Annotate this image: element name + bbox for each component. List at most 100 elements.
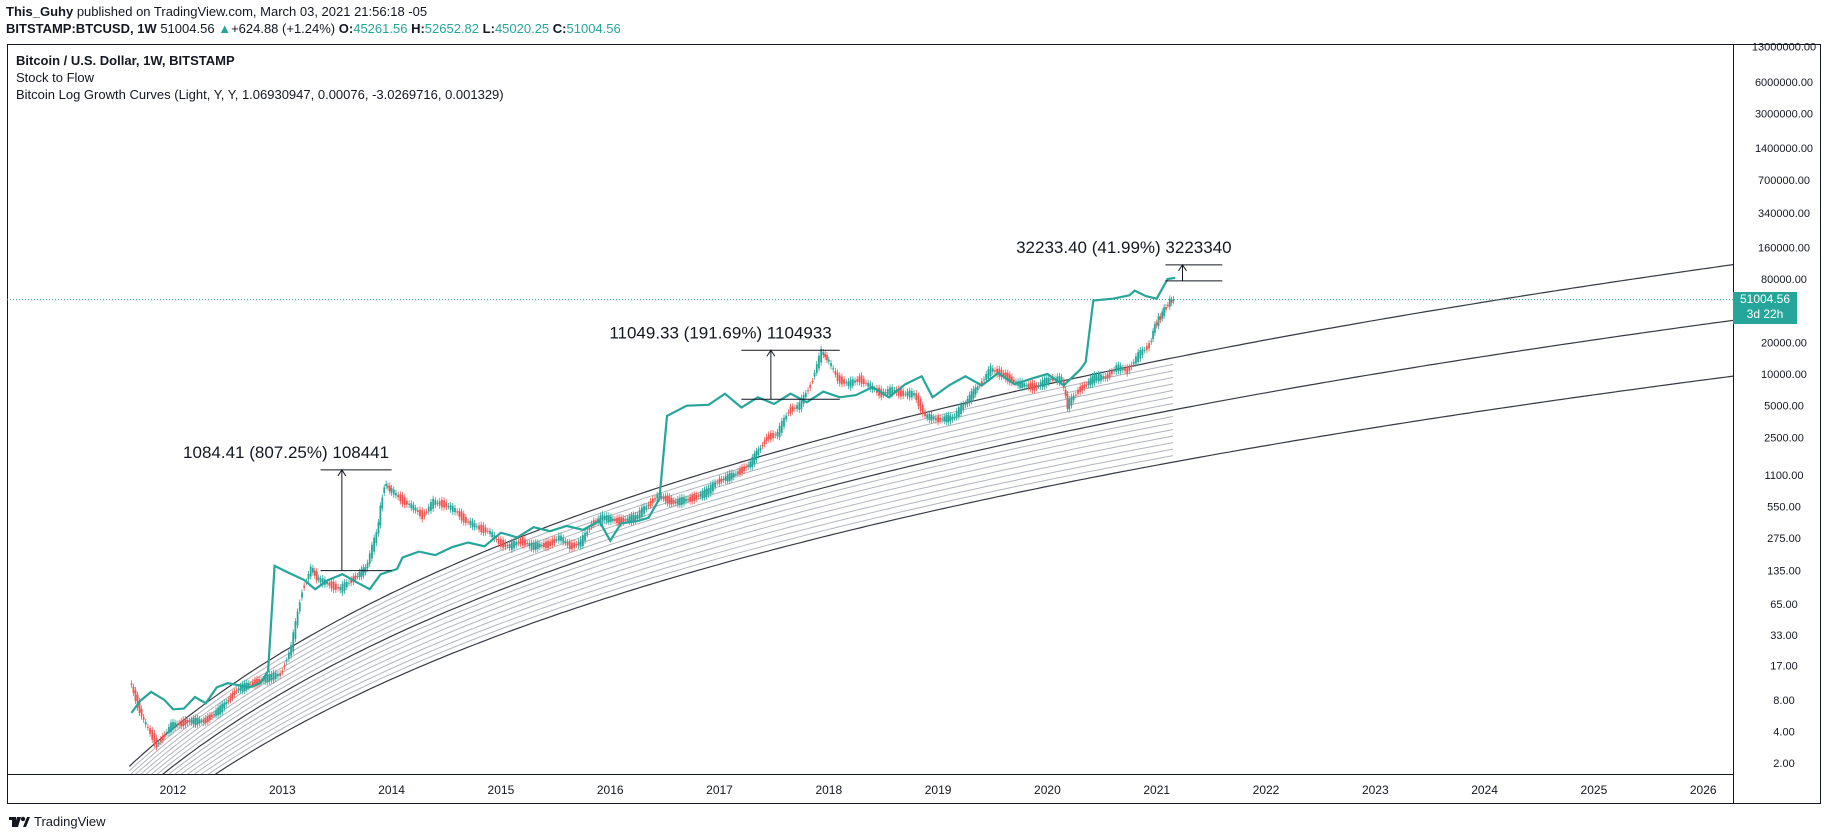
price-candle-body: [174, 722, 176, 728]
y-tick-label: 550.00: [1767, 502, 1801, 514]
price-candle-body: [536, 542, 539, 549]
price-candle-body: [219, 705, 222, 715]
price-candle-body: [1070, 396, 1073, 406]
author-name[interactable]: This_Guhy: [6, 4, 74, 19]
price-candle-body: [1143, 349, 1146, 351]
price-candle-body: [804, 392, 807, 397]
y-tick-label: 8.00: [1773, 695, 1794, 707]
price-candle-body: [547, 540, 549, 549]
price-candle-body: [1159, 316, 1162, 321]
price-candle-body: [1132, 361, 1135, 365]
price-candle-body: [649, 500, 652, 506]
price-candle-body: [319, 578, 322, 583]
price-candle-body: [408, 503, 410, 505]
price-candle-body: [751, 457, 754, 468]
price-candle-body: [312, 568, 314, 573]
price-candle-body: [258, 678, 260, 684]
price-candle-body: [560, 535, 562, 541]
legend-stock-to-flow[interactable]: Stock to Flow: [16, 70, 95, 85]
tradingview-logo-icon[interactable]: [8, 813, 30, 829]
price-candle-body: [989, 366, 992, 377]
price-candle-body: [620, 517, 623, 525]
bar-countdown-label: 3d 22h: [1746, 307, 1784, 321]
price-candle-body: [1161, 311, 1164, 319]
y-tick-label: 3000000.00: [1755, 108, 1813, 120]
y-tick-label: 700000.00: [1758, 175, 1810, 187]
price-candle-body: [406, 500, 408, 505]
price-candle-body: [693, 494, 696, 501]
price-candle-body: [254, 679, 256, 686]
price-candle-body: [379, 505, 382, 526]
price-candle-body: [1108, 371, 1111, 378]
price-candle-body: [838, 375, 841, 384]
price-candle-body: [1045, 377, 1048, 386]
price-candle-body: [668, 496, 671, 505]
price-candle-body: [709, 484, 712, 494]
x-tick-label: 2015: [488, 783, 515, 797]
price-candle-body: [1167, 304, 1169, 306]
price-candle-body: [1066, 394, 1069, 409]
price-candle-body: [345, 582, 348, 588]
chart-canvas[interactable]: 13000000.00 6000000.00 3000000.00 1400000.0…: [0, 0, 1828, 810]
price-candle-body: [540, 545, 543, 547]
price-candle-body: [419, 509, 421, 517]
price-candle-body: [445, 502, 448, 508]
price-candle-body: [303, 585, 306, 588]
price-candle-body: [1104, 376, 1107, 379]
price-candle-body: [341, 583, 344, 593]
price-candle-body: [221, 703, 224, 713]
price-candle-body: [964, 403, 967, 406]
price-candle-body: [170, 722, 172, 733]
footer-brand[interactable]: TradingView: [34, 813, 106, 829]
last-price: 51004.56: [160, 21, 215, 36]
x-tick-label: 2014: [378, 783, 405, 797]
price-candle-body: [225, 702, 228, 705]
price-candle-body: [482, 525, 485, 534]
low-value: 45020.25: [494, 21, 550, 36]
price-candle-body: [1100, 374, 1102, 381]
price-candle-body: [849, 379, 852, 388]
price-candle-body: [241, 683, 244, 692]
price-candle-body: [867, 382, 870, 387]
price-candle-body: [996, 368, 999, 375]
price-candle-body: [545, 541, 547, 549]
x-tick-label: 2012: [160, 783, 187, 797]
price-candle-body: [974, 387, 977, 395]
price-candle-body: [200, 721, 203, 723]
price-candle-body: [475, 526, 478, 528]
legend-log-growth-curves[interactable]: Bitcoin Log Growth Curves (Light, Y, Y, …: [16, 87, 504, 102]
price-candle-body: [434, 500, 437, 506]
price-candle-body: [712, 482, 714, 492]
price-candle-body: [689, 496, 692, 502]
price-candle-body: [211, 714, 213, 718]
price-candle-body: [1058, 375, 1061, 384]
price-candle-body: [1113, 369, 1115, 372]
price-candle-body: [761, 444, 764, 447]
price-candle-body: [287, 652, 290, 659]
legend-symbol-title[interactable]: Bitcoin / U.S. Dollar, 1W, BITSTAMP: [16, 53, 235, 68]
plot-area: 1084.41 (807.25%) 108441 11049.33 (191.69…: [7, 238, 1733, 774]
price-candle-body: [395, 492, 397, 496]
price-candle-body: [970, 391, 973, 402]
price-candle-body: [705, 488, 708, 497]
x-tick-label: 2019: [925, 783, 952, 797]
growth-band-line: [128, 363, 1174, 772]
price-candle-body: [951, 416, 954, 420]
price-candle-body: [947, 414, 950, 423]
price-candle-body: [266, 674, 269, 683]
price-candle-body: [315, 571, 318, 581]
price-candle-body: [1072, 395, 1075, 401]
price-candle-body: [176, 723, 178, 726]
price-candle-body: [237, 688, 240, 690]
price-candle-body: [186, 719, 189, 724]
growth-band-line: [145, 389, 1174, 774]
price-candle-body: [757, 449, 760, 456]
price-candle-body: [687, 498, 689, 501]
y-tick-label: 160000.00: [1758, 242, 1810, 254]
price-candle-body: [732, 473, 735, 478]
current-price-label: 51004.56: [1739, 292, 1791, 306]
price-candle-body: [532, 542, 535, 550]
price-candle-body: [392, 489, 395, 495]
price-candle-body: [196, 717, 199, 725]
price-candle-body: [824, 353, 827, 358]
